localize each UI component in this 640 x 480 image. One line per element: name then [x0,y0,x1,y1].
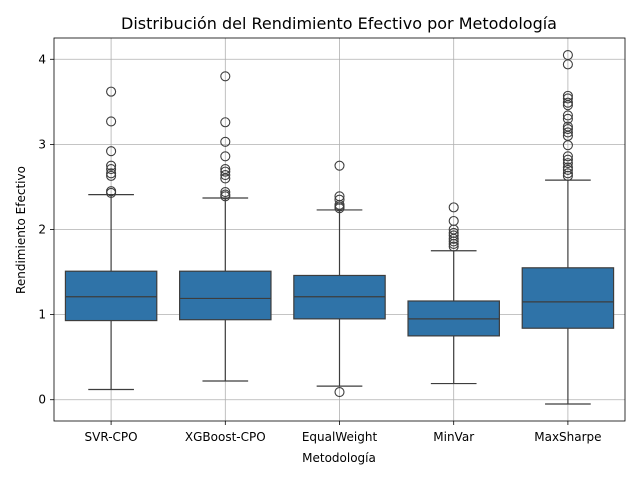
outlier-point [220,166,231,177]
x-tick-label: XGBoost-CPO [185,430,266,444]
outlier-point [562,127,573,138]
box-group-equalweight [293,160,386,398]
outlier-point [448,215,459,227]
outlier-point [562,49,573,61]
y-tick-label: 4 [38,52,46,66]
outlier-point [562,113,573,124]
y-tick-label: 0 [38,393,46,407]
outlier-point [220,136,231,147]
outlier-point [106,116,117,127]
box-group-maxsharpe [521,49,615,405]
iqr-box [179,270,272,321]
x-axis-ticks: SVR-CPO XGBoost-CPO EqualWeight MinVar MaxSh… [85,421,602,444]
outlier-point [562,154,573,165]
outlier-point [106,86,117,97]
outlier-point [106,146,117,157]
outlier-point [562,93,573,104]
y-axis-ticks: 0 1 2 3 4 [38,52,54,407]
outlier-point [220,71,231,82]
outlier-point [562,124,573,135]
y-axis-label: Rendimiento Efectivo [14,166,28,294]
outlier-point [562,151,573,162]
outlier-point [448,230,459,241]
x-axis-label: Metodología [302,451,376,465]
outlier-point [334,194,345,205]
outlier-point [220,187,231,198]
outlier-point [562,97,573,108]
outlier-point [562,168,573,179]
outlier-point [562,110,573,121]
x-tick-label: EqualWeight [302,430,378,444]
x-tick-label: MinVar [433,430,474,444]
iqr-box [521,267,615,329]
outlier-point [334,160,345,171]
outlier-point [106,186,117,197]
y-tick-label: 3 [38,137,46,151]
outlier-point [220,164,231,175]
outlier-point [220,151,231,162]
box-group-minvar [407,202,500,385]
outlier-point [106,170,117,181]
outlier-point [562,162,573,173]
outlier-point [106,164,117,175]
x-tick-label: MaxSharpe [534,430,601,444]
outlier-point [220,189,231,200]
outlier-point [220,117,231,128]
y-tick-label: 2 [38,223,46,237]
chart-title: Distribución del Rendimiento Efectivo po… [121,14,557,33]
outlier-point [106,160,117,171]
iqr-box [64,270,158,322]
outlier-point [562,164,573,175]
y-tick-label: 1 [38,308,46,322]
outlier-point [448,202,459,213]
outlier-point [562,121,573,132]
outlier-point [562,90,573,101]
outlier-point [562,158,573,169]
outlier-point [220,169,231,181]
outlier-point [106,168,117,179]
outlier-point [334,387,345,398]
box-group-xgboost-cpo [179,71,272,382]
outlier-point [448,227,459,238]
box-series [64,49,615,405]
outlier-point [448,241,459,252]
box-group-svr-cpo [64,86,158,391]
outlier-point [334,191,345,202]
x-tick-label: SVR-CPO [85,430,138,444]
